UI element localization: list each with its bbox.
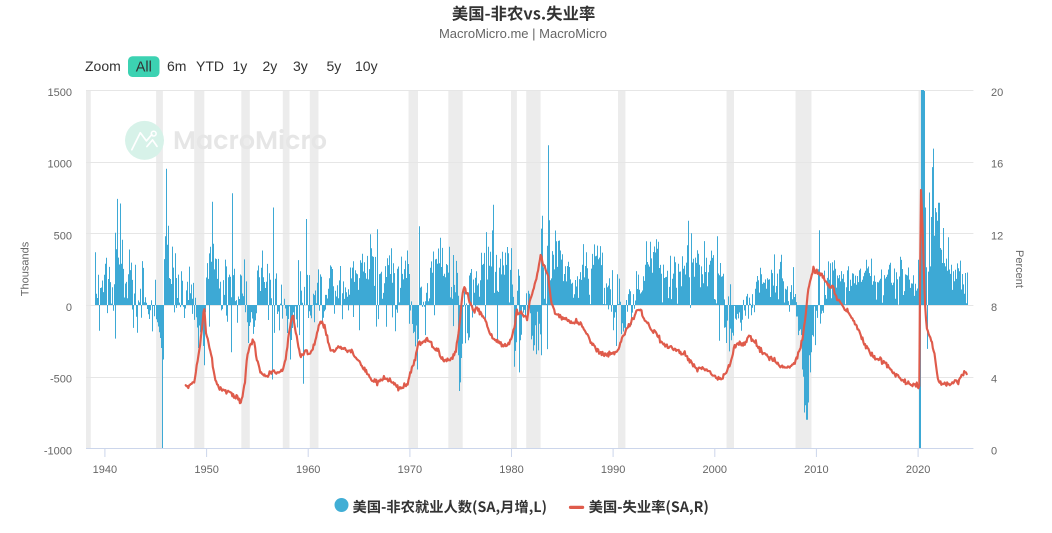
svg-text:8: 8 [991, 302, 997, 314]
svg-text:1940: 1940 [93, 464, 117, 476]
svg-text:2000: 2000 [703, 464, 727, 476]
svg-text:1980: 1980 [499, 464, 523, 476]
svg-text:2y: 2y [263, 58, 278, 74]
svg-text:3y: 3y [293, 58, 308, 74]
svg-text:YTD: YTD [196, 58, 224, 74]
svg-text:1960: 1960 [296, 464, 320, 476]
svg-text:MacroMicro.me | MacroMicro: MacroMicro.me | MacroMicro [439, 26, 607, 41]
svg-text:0: 0 [66, 302, 72, 314]
svg-text:4: 4 [991, 374, 997, 386]
svg-text:2010: 2010 [804, 464, 828, 476]
svg-text:Zoom: Zoom [85, 58, 121, 74]
svg-text:Percent: Percent [1013, 250, 1025, 288]
svg-text:All: All [136, 60, 152, 76]
svg-text:5y: 5y [327, 58, 342, 74]
svg-text:1y: 1y [233, 58, 248, 74]
svg-text:1950: 1950 [194, 464, 218, 476]
svg-text:1000: 1000 [48, 159, 72, 171]
svg-text:12: 12 [991, 230, 1003, 242]
svg-text:1970: 1970 [398, 464, 422, 476]
svg-text:16: 16 [991, 159, 1003, 171]
svg-text:10y: 10y [355, 58, 378, 74]
svg-text:1500: 1500 [48, 87, 72, 99]
svg-text:-500: -500 [50, 374, 72, 386]
svg-text:500: 500 [54, 230, 72, 242]
svg-text:20: 20 [991, 87, 1003, 99]
svg-text:Thousands: Thousands [20, 241, 32, 296]
svg-text:1990: 1990 [601, 464, 625, 476]
svg-text:0: 0 [991, 445, 997, 457]
svg-text:-1000: -1000 [44, 445, 72, 457]
svg-text:2020: 2020 [906, 464, 930, 476]
svg-text:6m: 6m [167, 58, 186, 74]
